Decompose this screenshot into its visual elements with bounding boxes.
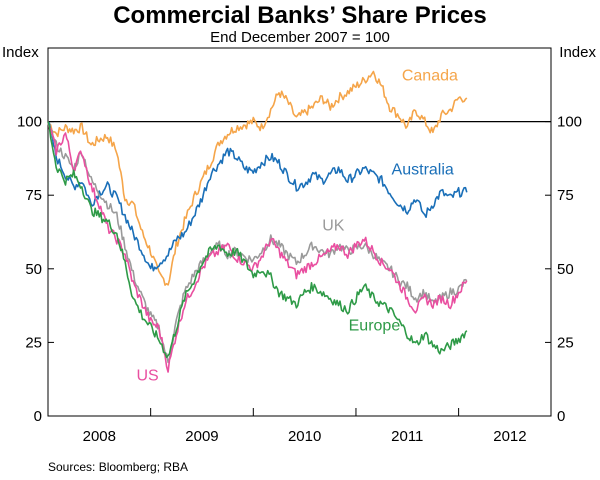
chart-subtitle: End December 2007 = 100: [210, 29, 390, 46]
y-tick-label-left: 75: [25, 187, 42, 204]
year-dividers: [150, 408, 460, 416]
y-tick-label-right: 25: [557, 334, 574, 351]
series-line-uk: [47, 121, 468, 364]
x-tick-label: 2009: [185, 428, 218, 445]
series-line-europe: [47, 121, 468, 359]
left-axis-title: Index: [2, 44, 39, 61]
y-axis-ticks: 0 0 25 25 50 50 75 75 100 100: [17, 114, 582, 425]
x-tick-label: 2011: [391, 428, 423, 445]
series-label-uk: UK: [322, 218, 345, 235]
y-tick-label-left: 0: [34, 408, 42, 425]
series-line-us: [47, 121, 468, 373]
y-tick-label-left: 25: [25, 334, 42, 351]
series-label-australia: Australia: [392, 162, 454, 179]
y-tick-label-right: 75: [557, 187, 574, 204]
source-note: Sources: Bloomberg; RBA: [48, 460, 189, 474]
series-line-canada: [47, 70, 468, 286]
y-tick-label-left: 50: [25, 261, 42, 278]
y-tick-label-right: 0: [557, 408, 565, 425]
chart-title: Commercial Banks’ Share Prices: [113, 2, 487, 29]
y-tick-label-left: 100: [17, 114, 42, 131]
series-labels: Canada Australia UK US Europe: [136, 67, 458, 384]
series-label-europe: Europe: [349, 318, 401, 335]
series-label-us: US: [136, 368, 158, 385]
series-group: [47, 70, 468, 373]
plot-frame: [47, 47, 552, 417]
y-tick-label-right: 50: [557, 261, 574, 278]
x-axis-ticks: 2008 2009 2010 2011 2012: [83, 428, 527, 445]
x-tick-label: 2008: [83, 428, 116, 445]
series-label-canada: Canada: [402, 67, 458, 84]
right-axis-title: Index: [559, 44, 596, 61]
x-tick-label: 2010: [288, 428, 321, 445]
series-line-australia: [47, 121, 468, 272]
y-tick-label-right: 100: [557, 114, 582, 131]
x-tick-label: 2012: [493, 428, 526, 445]
